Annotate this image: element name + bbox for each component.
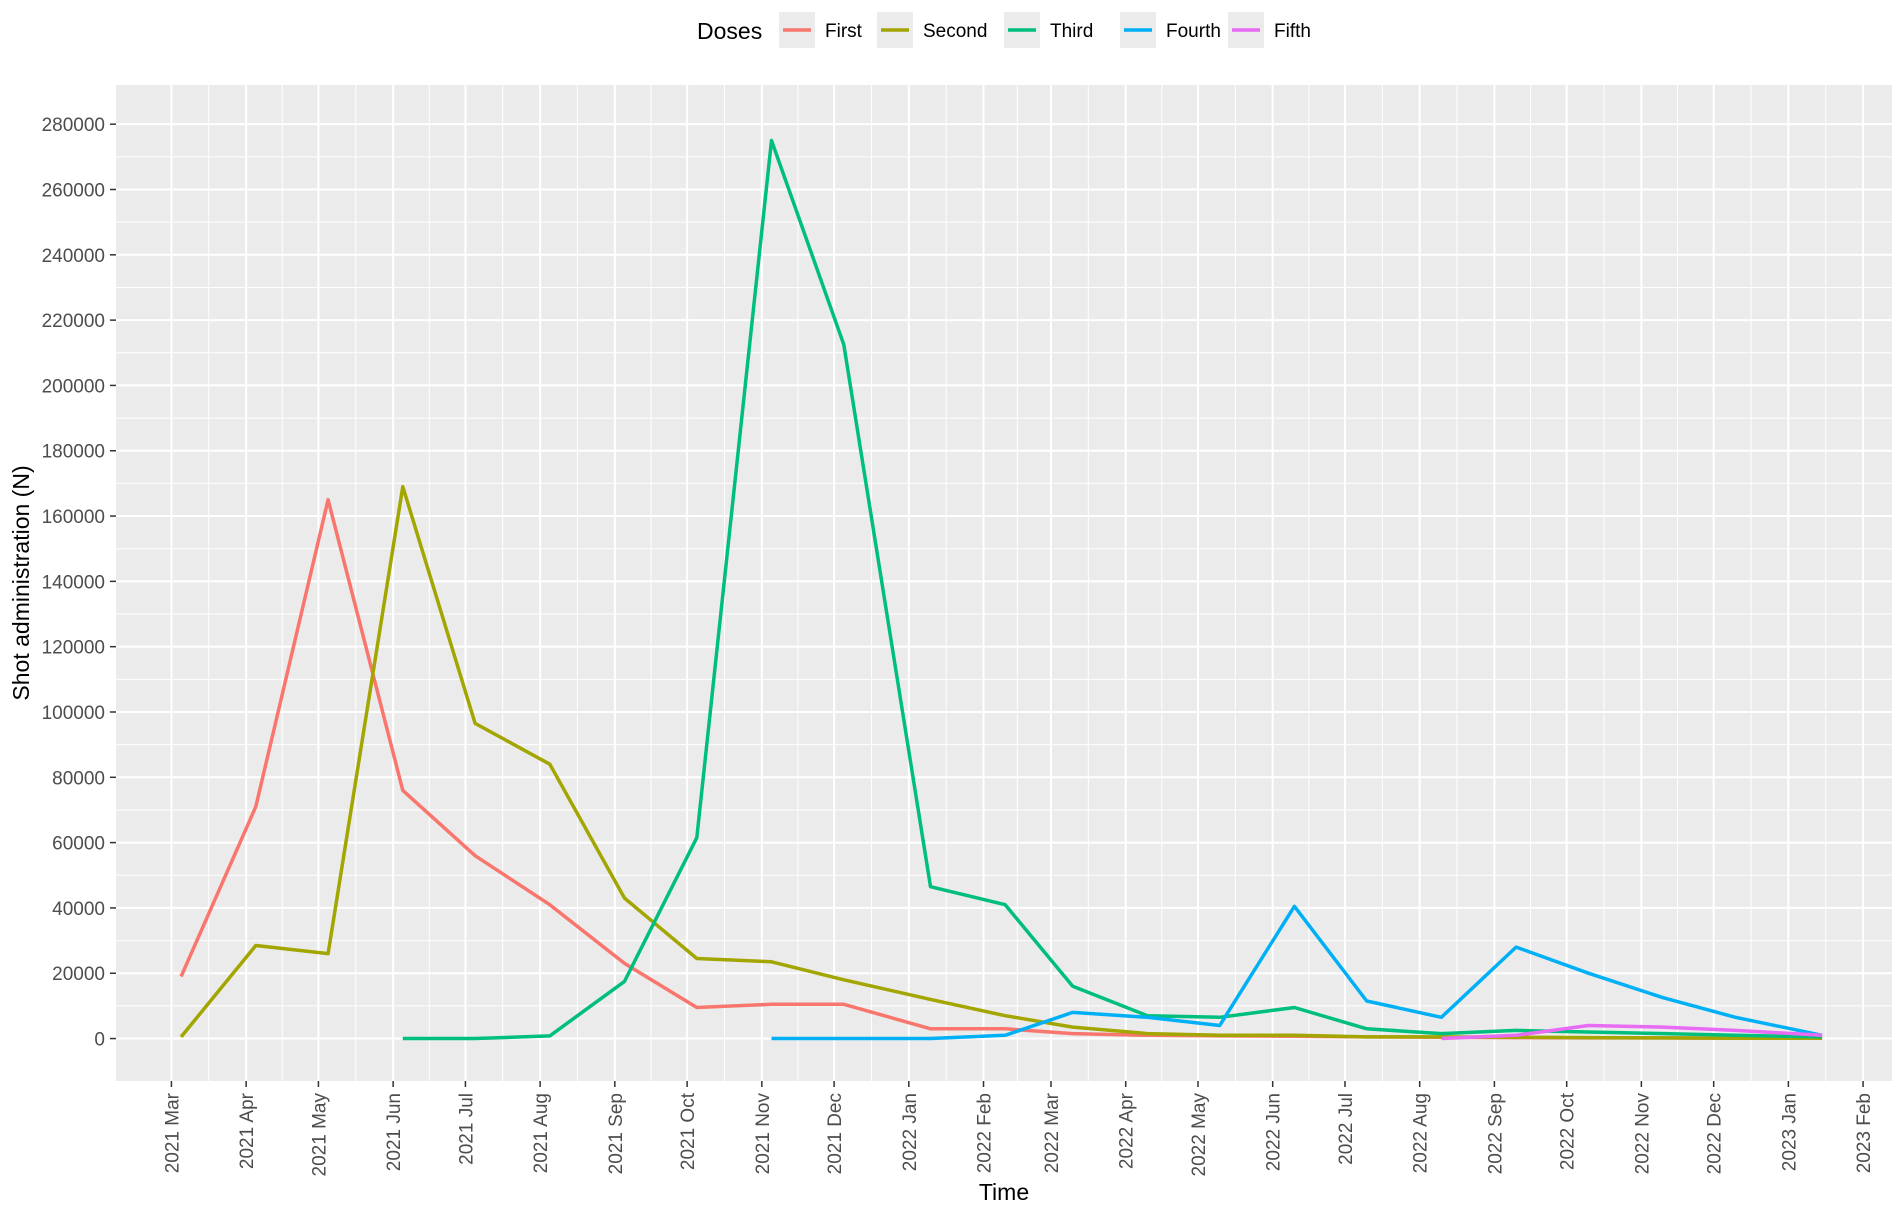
- series-line-third: [402, 138, 1823, 1041]
- minor-gridlines: [116, 85, 1892, 1081]
- x-tick-label: 2022 Mar: [1042, 1092, 1063, 1173]
- legend-title: Doses: [697, 18, 762, 44]
- x-tick-label: 2021 Apr: [237, 1092, 258, 1169]
- x-tick-label: 2023 Feb: [1854, 1093, 1875, 1173]
- x-tick-label: 2022 Sep: [1485, 1093, 1506, 1174]
- y-tick-label: 220000: [42, 311, 105, 332]
- legend: Doses First Second Third Fourth Fifth: [697, 12, 1311, 48]
- x-tick-label: 2021 Oct: [678, 1092, 699, 1170]
- x-tick-label: 2022 Feb: [975, 1093, 996, 1173]
- y-axis-ticks: 0 20000 40000 60000 80000 100000 120000 140000 1…: [42, 115, 116, 1051]
- legend-label-fourth: Fourth: [1166, 21, 1221, 42]
- y-tick-label: 140000: [42, 572, 105, 593]
- series-line-second: [179, 484, 1823, 1040]
- legend-label-third: Third: [1050, 21, 1093, 42]
- series-line-fifth: [1441, 1023, 1823, 1041]
- x-tick-label: 2021 Mar: [162, 1092, 183, 1173]
- y-tick-label: 280000: [42, 115, 105, 136]
- x-axis-ticks: 2021 Mar 2021 Apr 2021 May 2021 Jun 2021 Jul…: [162, 1081, 1875, 1176]
- x-tick-label: 2022 Oct: [1558, 1092, 1579, 1170]
- legend-label-second: Second: [923, 21, 987, 42]
- legend-label-fifth: Fifth: [1274, 21, 1311, 42]
- x-axis-title: Time: [979, 1179, 1029, 1205]
- y-tick-label: 60000: [52, 834, 105, 855]
- y-tick-label: 200000: [42, 376, 105, 397]
- x-tick-label: 2021 Jul: [456, 1093, 477, 1165]
- y-tick-label: 40000: [52, 899, 105, 920]
- x-tick-label: 2022 Aug: [1411, 1093, 1432, 1173]
- y-tick-label: 160000: [42, 507, 105, 528]
- y-tick-label: 240000: [42, 246, 105, 267]
- x-tick-label: 2022 Dec: [1705, 1093, 1726, 1174]
- x-tick-label: 2022 May: [1189, 1093, 1210, 1177]
- x-tick-label: 2021 Dec: [825, 1093, 846, 1174]
- y-tick-label: 260000: [42, 180, 105, 201]
- x-tick-label: 2023 Jan: [1779, 1093, 1800, 1171]
- x-tick-label: 2022 Jan: [900, 1093, 921, 1171]
- x-tick-label: 2022 Jul: [1336, 1093, 1357, 1165]
- x-tick-label: 2021 May: [309, 1093, 330, 1177]
- x-tick-label: 2021 Aug: [531, 1093, 552, 1173]
- legend-label-first: First: [825, 21, 863, 42]
- y-tick-label: 120000: [42, 638, 105, 659]
- x-tick-label: 2022 Jun: [1264, 1093, 1285, 1171]
- x-tick-label: 2021 Jun: [384, 1093, 405, 1171]
- y-tick-label: 0: [94, 1030, 105, 1051]
- x-tick-label: 2022 Nov: [1632, 1093, 1653, 1175]
- y-tick-label: 80000: [52, 768, 105, 789]
- y-axis-title: Shot administration (N): [8, 465, 34, 700]
- y-tick-label: 100000: [42, 703, 105, 724]
- y-tick-label: 180000: [42, 442, 105, 463]
- y-tick-label: 20000: [52, 964, 105, 985]
- x-tick-label: 2022 Apr: [1117, 1092, 1138, 1169]
- plot-panel: [116, 85, 1892, 1081]
- series-line-fourth: [771, 904, 1823, 1041]
- legend-items: First Second Third Fourth Fifth: [779, 12, 1311, 48]
- x-tick-label: 2021 Nov: [753, 1093, 774, 1175]
- series-lines: [179, 138, 1823, 1041]
- x-tick-label: 2021 Sep: [606, 1093, 627, 1174]
